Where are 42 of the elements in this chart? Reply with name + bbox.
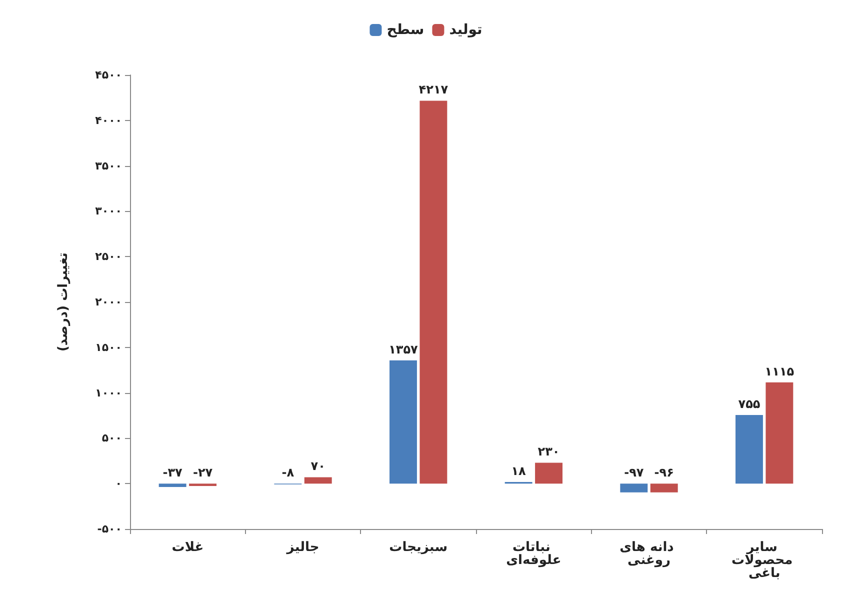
x-tick-label: سبزیجات bbox=[389, 540, 448, 555]
x-tick-label: سایر محصولات باغی bbox=[732, 540, 798, 581]
bar bbox=[390, 360, 417, 484]
data-label: ۱۳۵۷ bbox=[388, 342, 419, 356]
legend-label: سطح bbox=[386, 22, 424, 38]
y-tick-label: ۲۰۰۰ bbox=[95, 296, 122, 308]
bar bbox=[650, 484, 678, 492]
y-tick-label: -۵۰۰ bbox=[97, 522, 122, 536]
y-tick-label: ۴۰۰۰ bbox=[95, 114, 122, 127]
bar bbox=[420, 100, 448, 484]
data-label: ۴۲۱۷ bbox=[418, 82, 449, 97]
data-label: -۹۶ bbox=[654, 466, 674, 480]
bar bbox=[158, 484, 186, 487]
x-tick-label: دانه های روغنی bbox=[620, 540, 678, 568]
data-label: -۸ bbox=[282, 466, 295, 480]
data-label: -۲۷ bbox=[192, 466, 214, 480]
y-tick-label: ۱۰۰۰ bbox=[95, 386, 122, 400]
data-label: ۱۸ bbox=[511, 464, 527, 478]
bar bbox=[189, 484, 216, 486]
data-label: -۳۷ bbox=[162, 466, 184, 480]
x-tick-label: جالیز bbox=[286, 540, 320, 555]
data-label: ۷۵۵ bbox=[738, 397, 760, 412]
y-tick-label: ۳۰۰۰ bbox=[95, 204, 122, 218]
bar bbox=[620, 484, 648, 492]
data-label: -۹۷ bbox=[624, 466, 644, 480]
data-label: ۷۰ bbox=[310, 459, 326, 474]
bar bbox=[766, 382, 794, 484]
y-tick-label: ۲۵۰۰ bbox=[95, 250, 122, 264]
x-tick-label: نباتات علوفه‌ای bbox=[506, 540, 562, 568]
y-axis-title: تغییرات (درصد) bbox=[56, 252, 71, 352]
bar bbox=[736, 415, 763, 484]
data-label: ۲۳۰ bbox=[538, 444, 560, 459]
y-tick-label: ۵۰۰ bbox=[102, 432, 122, 445]
y-tick-label: ۱۵۰۰ bbox=[95, 340, 122, 354]
bar bbox=[535, 462, 562, 484]
data-label: ۱۱۱۵ bbox=[764, 364, 794, 378]
legend-label: تولید bbox=[449, 22, 482, 38]
y-tick-label: ۰ bbox=[115, 477, 122, 490]
y-tick-label: ۳۵۰۰ bbox=[95, 159, 122, 172]
bar bbox=[304, 477, 332, 484]
x-tick-label: غلات bbox=[172, 540, 204, 555]
y-tick-label: ۴۵۰۰ bbox=[95, 68, 122, 82]
